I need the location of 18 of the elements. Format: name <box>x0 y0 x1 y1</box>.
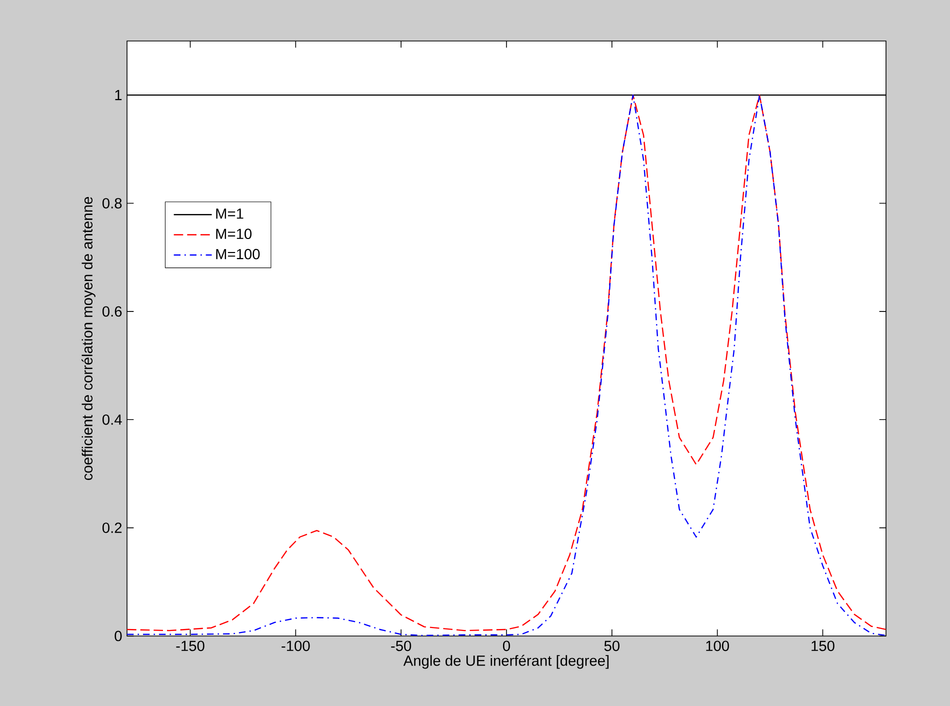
x-tick-label: 150 <box>812 640 834 652</box>
x-tick-label: -100 <box>282 640 310 652</box>
legend-label: M=10 <box>216 228 252 240</box>
y-tick-label: 1 <box>115 90 122 100</box>
legend-label: M=1 <box>216 208 244 219</box>
legend-label: M=100 <box>216 248 260 260</box>
y-tick-label: 0.4 <box>102 414 122 425</box>
x-tick-label: -150 <box>176 640 204 652</box>
y-tick-label: 0.8 <box>102 198 122 208</box>
x-tick-label: 100 <box>706 640 729 652</box>
x-tick-label: 0 <box>502 640 510 652</box>
y-tick-label: 0.6 <box>102 306 122 317</box>
x-tick-label: 50 <box>604 640 620 652</box>
x-tick-label: -50 <box>391 640 412 652</box>
y-tick-label: 0 <box>114 630 122 642</box>
y-tick-label: 0.2 <box>102 522 122 533</box>
y-axis-title: coefficient de corrélation moyen de antenne <box>82 197 96 480</box>
x-axis-title: Angle de UE inerférant [degree] <box>403 654 609 669</box>
